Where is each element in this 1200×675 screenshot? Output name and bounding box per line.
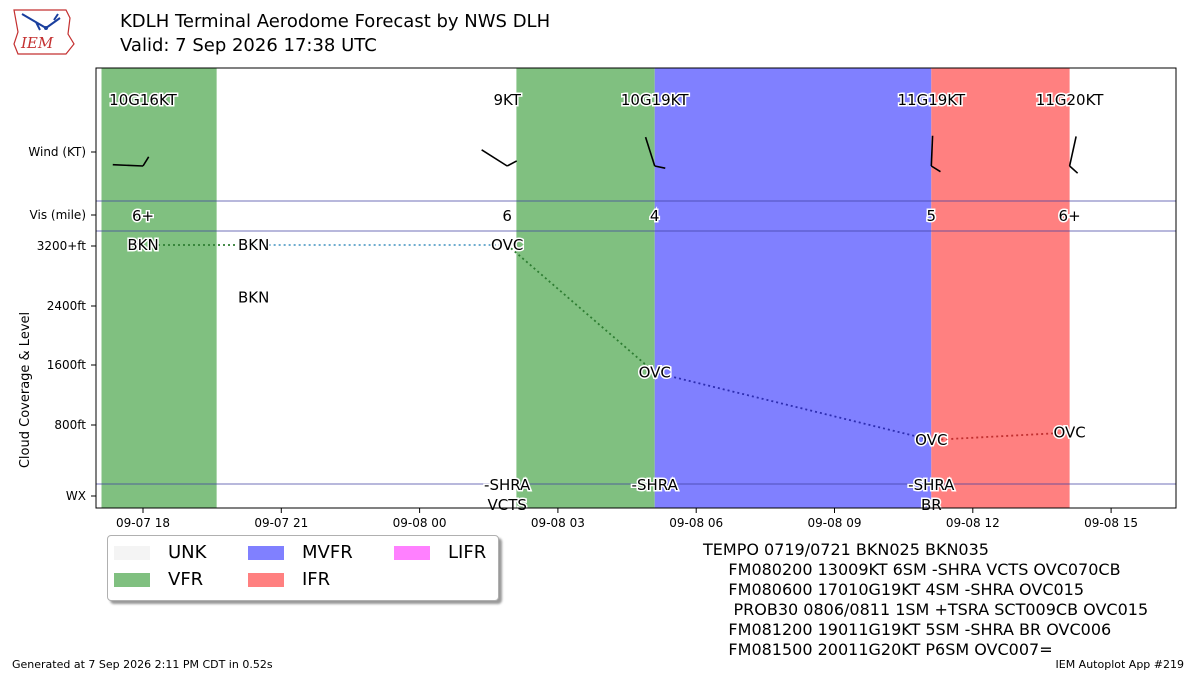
axes: 09-07 18 09-07 21 09-08 00 09-08 03 09-08 06…	[18, 145, 1138, 530]
app-id: IEM Autoplot App #219	[1055, 658, 1185, 671]
page-title: KDLH Terminal Aerodome Forecast by NWS D…	[120, 10, 550, 58]
wind-label: 9KT	[493, 91, 521, 109]
wind-barb-staff	[644, 136, 656, 167]
wind-barb-flag	[654, 165, 666, 169]
x-tick-label: 09-07 18	[116, 516, 170, 530]
wind-barb-flag	[930, 165, 941, 173]
wx-label: -SHRA	[484, 476, 531, 494]
wx-label: VCTS	[487, 496, 526, 514]
vis-label: 4	[650, 207, 660, 225]
wind-barb-staff	[930, 135, 934, 167]
wx-label: -SHRA	[908, 476, 955, 494]
x-tick-label: 09-08 03	[531, 516, 585, 530]
wind-label: 10G19KT	[621, 91, 689, 109]
legend-label-mvfr: MVFR	[302, 542, 353, 563]
iem-logo: IEM	[8, 4, 80, 64]
taf-line: PROB30 0806/0811 1SM +TSRA SCT009CB OVC0…	[703, 600, 1149, 619]
legend: UNK VFR MVFR IFR LIFR	[107, 535, 499, 601]
vis-label: 5	[927, 207, 937, 225]
cloud-label: BKN	[238, 289, 269, 307]
cloud-label: OVC	[491, 236, 523, 254]
wind-barbs	[112, 135, 1079, 174]
wind-barb-staff	[481, 149, 508, 167]
wind-barb-staff	[1068, 136, 1077, 167]
wind-label: 10G16KT	[109, 91, 177, 109]
vis-label: 6+	[1059, 207, 1081, 225]
cloud-label: BKN	[238, 236, 269, 254]
taf-line: TEMPO 0719/0721 BKN025 BKN035	[703, 540, 989, 559]
wind-barb-flag	[1069, 165, 1079, 174]
taf-text: TEMPO 0719/0721 BKN025 BKN035 FM080200 1…	[703, 540, 1148, 660]
taf-line: FM081500 20011G20KT P6SM OVC007=	[703, 640, 1053, 659]
x-tick-label: 09-07 21	[254, 516, 308, 530]
wind-barb-flag	[142, 156, 150, 167]
taf-line: FM081200 19011G19KT 5SM -SHRA BR OVC006	[703, 620, 1112, 639]
legend-swatch-lifr	[394, 546, 430, 560]
y-tick-label: Wind (KT)	[28, 145, 86, 159]
logo-text: IEM	[20, 34, 54, 52]
vis-label: 6	[502, 207, 512, 225]
cloud-label: BKN	[127, 236, 158, 254]
wind-barb	[930, 135, 941, 173]
flight-category-bands	[101, 68, 1070, 508]
x-tick-label: 09-08 06	[669, 516, 723, 530]
row-separators	[96, 200, 1176, 485]
plot-frame	[95, 67, 1177, 509]
chart-labels: 10G16KT 6+ BKN BKN 9KT 6 OVC -SHRA VCTS 10G19KT 4 O…	[108, 90, 1106, 516]
wind-label: 11G19KT	[897, 91, 965, 109]
wind-barb	[481, 149, 518, 167]
cloud-segment	[931, 431, 1070, 441]
legend-label-unk: UNK	[168, 542, 207, 563]
y-axis-label: Cloud Coverage & Level	[18, 312, 33, 468]
x-tick-label: 09-08 12	[946, 516, 1000, 530]
cloud-label: OVC	[915, 431, 947, 449]
wind-barb	[1068, 136, 1079, 174]
wind-barb-staff	[112, 163, 144, 167]
band-ifr	[931, 68, 1070, 508]
wind-label: 11G20KT	[1036, 91, 1104, 109]
taf-line: FM080200 13009KT 6SM -SHRA VCTS OVC070CB	[703, 560, 1121, 579]
band-mvfr	[654, 68, 932, 508]
legend-label-lifr: LIFR	[448, 542, 487, 563]
band-vfr	[101, 68, 217, 508]
y-tick-label: WX	[66, 489, 86, 503]
generated-timestamp: Generated at 7 Sep 2026 2:11 PM CDT in 0…	[12, 658, 273, 671]
title-line-1: KDLH Terminal Aerodome Forecast by NWS D…	[120, 11, 551, 32]
wind-barb	[644, 136, 666, 169]
legend-swatch-vfr	[114, 573, 150, 587]
legend-label-ifr: IFR	[302, 569, 331, 590]
band-unk	[216, 68, 517, 508]
legend-swatch-ifr	[248, 573, 284, 587]
title-line-2: Valid: 7 Sep 2026 17:38 UTC	[120, 35, 377, 56]
wx-label: -SHRA	[632, 476, 679, 494]
y-tick-label: 3200+ft	[37, 239, 87, 253]
legend-label-vfr: VFR	[168, 569, 204, 590]
wind-barb	[112, 156, 150, 167]
x-tick-label: 09-08 15	[1084, 516, 1138, 530]
cloud-label: OVC	[639, 364, 671, 382]
x-tick-label: 09-08 09	[808, 516, 862, 530]
x-tick-label: 09-08 00	[393, 516, 447, 530]
y-tick-label: 2400ft	[47, 299, 87, 313]
cloud-series	[143, 244, 1070, 441]
legend-swatch-unk	[114, 546, 150, 560]
vis-label: 6+	[132, 207, 154, 225]
y-tick-label: Vis (mile)	[30, 208, 86, 222]
wx-label: BR	[921, 496, 942, 514]
y-tick-label: 1600ft	[47, 358, 87, 372]
taf-line: FM080600 17010G19KT 4SM -SHRA OVC015	[703, 580, 1085, 599]
wind-barb-flag	[506, 160, 518, 167]
y-tick-label: 800ft	[54, 418, 86, 432]
band-vfr	[516, 68, 655, 508]
cloud-label: OVC	[1053, 424, 1085, 442]
legend-swatch-mvfr	[248, 546, 284, 560]
